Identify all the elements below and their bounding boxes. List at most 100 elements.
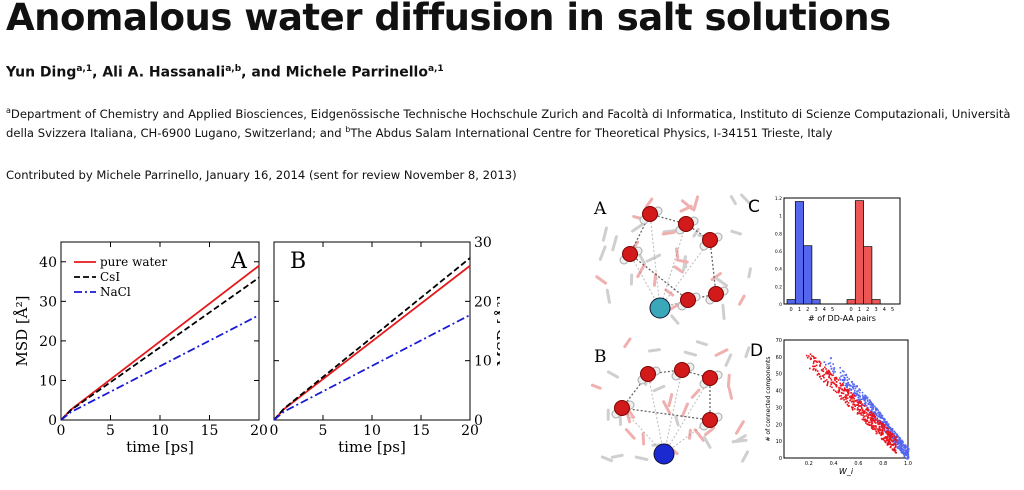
scatter-point-blue — [907, 456, 909, 458]
scatter-point-red — [875, 432, 878, 435]
scatter-point-red — [868, 411, 871, 414]
scatter-point-red — [884, 437, 886, 440]
scatter-point-blue — [846, 376, 849, 379]
scatter-point-red — [819, 364, 821, 366]
scatter-point-blue — [902, 446, 905, 449]
scatter-point-blue — [853, 385, 855, 388]
x-tick-label: 0 — [270, 423, 279, 439]
scatter-point-red — [847, 390, 850, 393]
legend-label: NaCl — [100, 285, 131, 299]
scatter-point-blue — [884, 426, 887, 429]
oxygen-atom — [622, 246, 638, 262]
scatter-point-red — [844, 394, 847, 396]
scatter-point-red — [839, 384, 842, 387]
scatter-point-blue — [904, 453, 907, 456]
scatter-point-red — [845, 389, 848, 391]
scatter-point-blue — [870, 409, 872, 412]
scatter-point-red — [825, 372, 827, 375]
scatter-point-red — [869, 421, 871, 424]
scatter-point-blue — [833, 368, 835, 371]
scatter-point-red — [889, 433, 892, 435]
scatter-point-blue — [856, 390, 858, 393]
scatter-point-blue — [906, 448, 909, 451]
scatter-point-red — [887, 430, 889, 433]
snapshot-a: A — [593, 193, 752, 325]
author-sup: a,b — [225, 64, 242, 74]
scatter-point-blue — [864, 397, 867, 400]
scatter-point-red — [860, 414, 862, 416]
scatter-point-red — [875, 425, 877, 427]
series-line — [60, 276, 260, 421]
scatter-point-red — [882, 437, 885, 440]
scatter-point-blue — [891, 431, 894, 434]
x-tick-label: 0.8 — [879, 461, 887, 467]
scatter-point-red — [854, 400, 857, 402]
scatter-point-blue — [884, 430, 886, 433]
scatter-point-blue — [874, 411, 877, 414]
scatter-point-blue — [903, 452, 906, 455]
scatter-point-red — [893, 449, 896, 452]
scatter-point-red — [878, 419, 881, 422]
bg-stick — [741, 450, 750, 463]
scatter-point-red — [856, 408, 859, 411]
bg-stick — [645, 253, 662, 263]
scatter-point-red — [886, 435, 888, 438]
scatter-point-red — [823, 376, 825, 379]
scatter-point-red — [840, 397, 843, 399]
scatter-point-red — [848, 389, 850, 392]
scatter-point-red — [839, 387, 842, 389]
bg-stick — [683, 350, 698, 357]
scatter-point-blue — [845, 382, 847, 385]
scatter-point-blue — [884, 421, 887, 423]
scatter-point-blue — [906, 453, 909, 455]
scatter-point-blue — [861, 394, 864, 397]
scatter-point-red — [828, 376, 830, 379]
scatter-point-red — [813, 367, 815, 370]
y-tick-label: 0 — [48, 413, 57, 429]
scatter-point-red — [876, 420, 879, 422]
scatter-point-red — [893, 438, 896, 441]
scatter-point-red — [865, 411, 868, 414]
scatter-point-red — [838, 388, 841, 391]
scatter-point-red — [805, 354, 808, 357]
scatter-point-red — [829, 377, 832, 380]
scatter-point-red — [832, 374, 834, 376]
scatter-point-red — [847, 402, 850, 404]
scatter-point-red — [875, 419, 877, 421]
scatter-point-red — [886, 427, 888, 429]
scatter-point-red — [842, 396, 845, 399]
scatter-point-red — [859, 412, 861, 415]
scatter-point-blue — [844, 379, 846, 381]
scatter-point-red — [866, 417, 869, 419]
scatter-point-red — [895, 439, 898, 442]
scatter-point-red — [871, 417, 873, 420]
scatter-point-red — [842, 392, 845, 395]
scatter-point-red — [837, 390, 840, 392]
scatter-point-blue — [864, 395, 867, 398]
scatter-point-red — [856, 407, 859, 409]
scatter-point-red — [887, 428, 890, 430]
x-axis-label: # of DD-AA pairs — [808, 314, 876, 323]
scatter-point-blue — [833, 367, 836, 369]
bg-stick — [693, 428, 705, 442]
scatter-point-blue — [863, 399, 866, 402]
scatter-point-red — [881, 438, 883, 441]
scatter-point-red — [813, 360, 815, 363]
scatter-point-blue — [856, 385, 858, 388]
scatter-point-red — [847, 394, 849, 396]
scatter-point-blue — [842, 381, 845, 384]
scatter-point-red — [808, 367, 811, 370]
x-tick-label: 15 — [412, 423, 430, 439]
scatter-point-blue — [830, 357, 832, 359]
snapshot-b: B — [590, 337, 751, 465]
scatter-point-blue — [895, 444, 897, 446]
scatter-point-red — [846, 388, 849, 391]
y-tick-label: 0.6 — [775, 249, 782, 255]
bg-stick — [634, 455, 649, 462]
scatter-point-blue — [849, 384, 851, 387]
scatter-point-red — [842, 389, 845, 392]
scatter-point-red — [815, 364, 818, 367]
bg-stick — [690, 388, 701, 399]
bg-stick — [611, 235, 618, 252]
